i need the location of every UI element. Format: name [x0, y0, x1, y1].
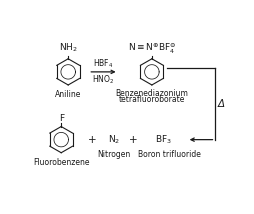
Text: Nitrogen: Nitrogen — [97, 150, 131, 159]
Text: tetrafluoroborate: tetrafluoroborate — [119, 95, 185, 104]
Text: N$_2$: N$_2$ — [108, 133, 120, 146]
Text: N$\equiv$N$^{\oplus}$BF$_4^{\ominus}$: N$\equiv$N$^{\oplus}$BF$_4^{\ominus}$ — [128, 42, 176, 56]
Text: Fluorobenzene: Fluorobenzene — [33, 158, 89, 167]
Text: BF$_3$: BF$_3$ — [155, 133, 172, 146]
Text: NH$_2$: NH$_2$ — [59, 42, 77, 54]
Text: Aniline: Aniline — [55, 90, 81, 99]
Text: F: F — [59, 114, 64, 123]
Text: Boron trifluoride: Boron trifluoride — [138, 150, 201, 159]
Text: Δ: Δ — [218, 99, 225, 109]
Text: +: + — [88, 135, 97, 145]
Text: HNO$_2$: HNO$_2$ — [92, 73, 115, 86]
Text: Benzenediazonium: Benzenediazonium — [115, 89, 188, 98]
Text: HBF$_4$: HBF$_4$ — [93, 58, 114, 70]
Text: +: + — [129, 135, 138, 145]
